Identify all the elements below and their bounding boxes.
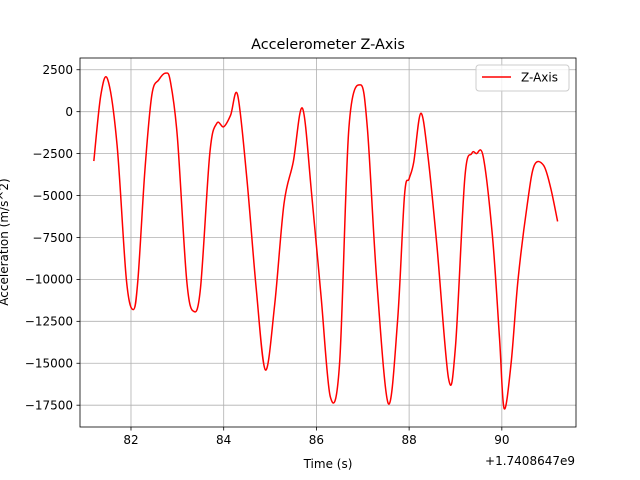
legend: Z-Axis (475, 64, 570, 92)
legend-box (475, 64, 570, 92)
y-axis-label: Acceleration (m/s^2) (0, 178, 11, 305)
legend-label: Z-Axis (521, 71, 558, 85)
y-tick-label: −10000 (25, 273, 73, 287)
x-tick-label: 90 (494, 433, 509, 447)
y-tick-label: 0 (65, 105, 73, 119)
y-tick-label: −7500 (32, 231, 73, 245)
x-axis-offset-label: +1.7408647e9 (485, 454, 575, 468)
series-line-z-axis (93, 72, 559, 410)
y-tick-label: −2500 (32, 147, 73, 161)
x-axis-label: Time (s) (303, 457, 353, 471)
y-tick-label: −5000 (32, 189, 73, 203)
x-tick-label: 86 (309, 433, 324, 447)
chart-title: Accelerometer Z-Axis (251, 37, 405, 53)
x-tick-label: 88 (401, 433, 416, 447)
x-tick-label: 82 (123, 433, 138, 447)
x-tick-label: 84 (216, 433, 231, 447)
y-tick-label: −12500 (25, 315, 73, 329)
y-tick-label: 2500 (42, 63, 73, 77)
plot-area-frame (79, 57, 577, 428)
y-tick-label: −15000 (25, 357, 73, 371)
y-tick-label: −17500 (25, 398, 73, 412)
